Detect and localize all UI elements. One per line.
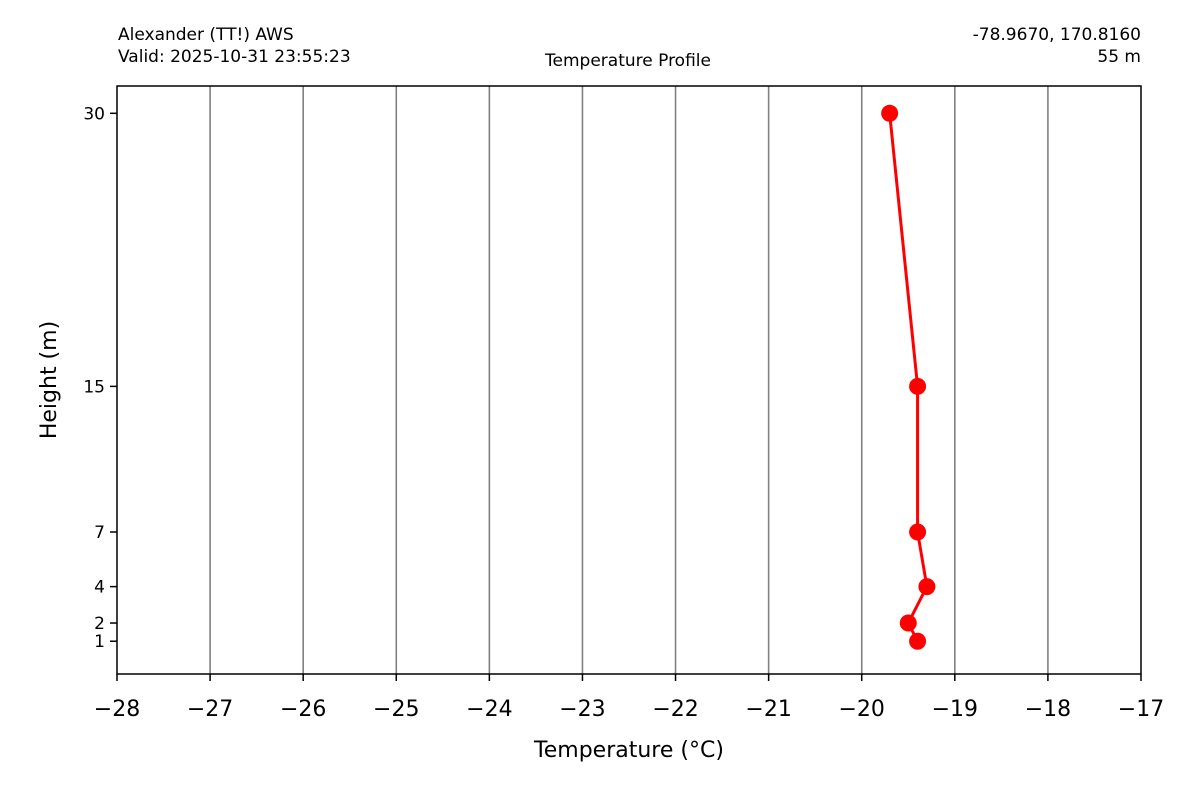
station-name: Alexander (TT!) AWS — [118, 25, 294, 45]
x-axis: −28 −27 −26 −25 −24 −23 −22 −21 −20 −19 −18 −17 — [94, 674, 1164, 722]
x-tick-label: −18 — [1025, 697, 1071, 722]
x-tick-label: −25 — [373, 697, 419, 722]
x-axis-label: Temperature (°C) — [533, 738, 724, 763]
x-tick-label: −26 — [280, 697, 326, 722]
series-line — [888, 113, 929, 642]
data-point — [909, 632, 927, 650]
x-tick-label: −17 — [1118, 697, 1164, 722]
x-tick-label: −24 — [466, 697, 512, 722]
data-point — [881, 104, 899, 122]
chart-title: Temperature Profile — [545, 51, 711, 71]
y-tick-label: 1 — [94, 632, 105, 652]
x-tick-label: −23 — [559, 697, 605, 722]
x-tick-label: −19 — [932, 697, 978, 722]
y-tick-label: 2 — [94, 614, 105, 634]
x-tick-label: −28 — [94, 697, 140, 722]
y-tick-label: 7 — [94, 523, 105, 543]
y-tick-label: 30 — [83, 104, 105, 124]
valid-time: Valid: 2025-10-31 23:55:23 — [118, 47, 351, 67]
header-right: -78.9670, 170.8160 55 m — [973, 24, 1141, 68]
x-tick-label: −27 — [187, 697, 233, 722]
x-tick-label: −22 — [652, 697, 698, 722]
plot-frame — [116, 85, 1142, 675]
y-tick-label: 15 — [83, 377, 105, 397]
station-elevation: 55 m — [1097, 47, 1141, 67]
y-axis-label: Height (m) — [37, 321, 62, 439]
x-tick-label: −21 — [745, 697, 791, 722]
data-point — [918, 578, 936, 596]
y-tick-label: 4 — [94, 578, 105, 598]
x-tick-label: −20 — [839, 697, 885, 722]
data-point — [909, 377, 927, 395]
series-layer — [881, 104, 936, 650]
gridlines — [209, 86, 1049, 674]
header-left: Alexander (TT!) AWS Valid: 2025-10-31 23… — [118, 24, 351, 68]
y-axis: 12 4 7 15 30 — [83, 104, 117, 652]
data-point — [899, 614, 917, 632]
station-coordinates: -78.9670, 170.8160 — [972, 25, 1141, 45]
data-point — [909, 523, 927, 541]
